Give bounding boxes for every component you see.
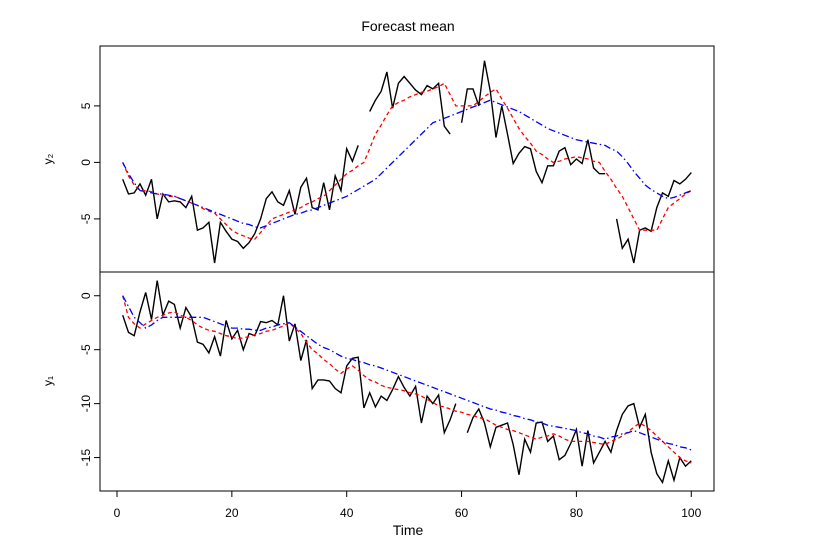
x-tick-label: 20 [225, 506, 239, 520]
x-tick-label: 40 [340, 506, 354, 520]
x-tick-label: 100 [681, 506, 701, 520]
x-tick-label: 80 [570, 506, 584, 520]
series-line [122, 280, 692, 485]
series-line [122, 295, 692, 451]
x-axis-label: Time [393, 522, 424, 538]
y-tick-label: 0 [79, 159, 93, 166]
y-tick-label: -15 [79, 449, 93, 467]
y-tick-label: 5 [79, 102, 93, 109]
series-line [122, 60, 692, 264]
y-tick-label: 0 [79, 292, 93, 299]
series-line [122, 295, 692, 464]
y-axis-label: y₁ [41, 376, 55, 386]
chart-title: Forecast mean [361, 18, 454, 34]
x-tick-label: 60 [455, 506, 469, 520]
x-tick-label: 0 [114, 506, 121, 520]
series-line [122, 82, 692, 240]
series-line [122, 99, 692, 229]
panel-frame [99, 271, 715, 492]
y-tick-label: -5 [79, 213, 93, 224]
y-axis-label: y₂ [41, 153, 55, 164]
y-tick-label: -10 [79, 395, 93, 413]
y-tick-label: -5 [79, 344, 93, 355]
